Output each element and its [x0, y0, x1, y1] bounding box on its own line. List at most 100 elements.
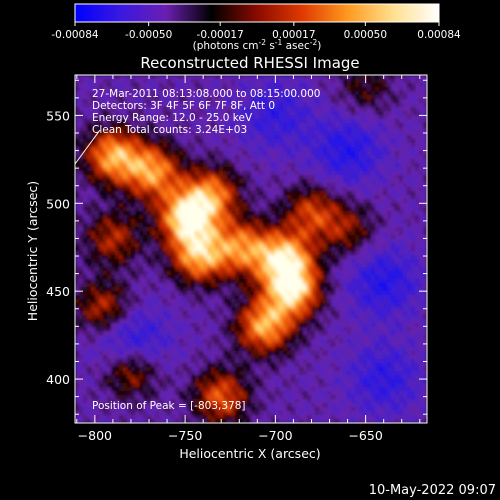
heatmap-cell	[231, 255, 236, 260]
heatmap-cell	[235, 271, 240, 276]
heatmap-cell	[355, 283, 360, 288]
heatmap-cell	[395, 163, 400, 168]
heatmap-cell	[199, 103, 204, 108]
heatmap-cell	[395, 223, 400, 228]
heatmap-cell	[303, 291, 308, 296]
heatmap-cell	[171, 167, 176, 172]
heatmap-cell	[135, 167, 140, 172]
heatmap-cell	[87, 259, 92, 264]
heatmap-cell	[275, 123, 280, 128]
heatmap-cell	[395, 215, 400, 220]
heatmap-cell	[295, 187, 300, 192]
heatmap-cell	[339, 211, 344, 216]
heatmap-cell	[203, 75, 208, 80]
heatmap-cell	[87, 203, 92, 208]
heatmap-cell	[415, 231, 420, 236]
heatmap-cell	[323, 107, 328, 112]
heatmap-cell	[415, 279, 420, 284]
heatmap-cell	[99, 103, 104, 108]
heatmap-cell	[347, 123, 352, 128]
heatmap-cell	[407, 207, 412, 212]
heatmap-cell	[279, 103, 284, 108]
heatmap-cell	[123, 299, 128, 304]
heatmap-cell	[315, 127, 320, 132]
heatmap-cell	[227, 199, 232, 204]
heatmap-cell	[243, 95, 248, 100]
heatmap-cell	[131, 103, 136, 108]
heatmap-cell	[419, 203, 424, 208]
heatmap-cell	[139, 287, 144, 292]
heatmap-cell	[255, 219, 260, 224]
heatmap-cell	[111, 103, 116, 108]
heatmap-cell	[131, 271, 136, 276]
heatmap-cell	[343, 295, 348, 300]
heatmap-cell	[203, 103, 208, 108]
heatmap-cell	[375, 115, 380, 120]
heatmap-cell	[419, 75, 424, 80]
heatmap-cell	[231, 251, 236, 256]
heatmap-cell	[295, 243, 300, 248]
heatmap-cell	[347, 239, 352, 244]
heatmap-cell	[87, 187, 92, 192]
heatmap-cell	[191, 123, 196, 128]
heatmap-cell	[131, 251, 136, 256]
heatmap-cell	[83, 263, 88, 268]
heatmap-cell	[291, 159, 296, 164]
heatmap-cell	[151, 151, 156, 156]
heatmap-cell	[135, 183, 140, 188]
heatmap-cell	[95, 255, 100, 260]
heatmap-cell	[267, 255, 272, 260]
heatmap-cell	[415, 243, 420, 248]
heatmap-cell	[315, 131, 320, 136]
heatmap-cell	[303, 87, 308, 92]
heatmap-cell	[335, 175, 340, 180]
heatmap-cell	[111, 223, 116, 228]
heatmap-cell	[335, 243, 340, 248]
heatmap-cell	[243, 75, 248, 80]
heatmap-cell	[419, 111, 424, 116]
heatmap-cell	[119, 95, 124, 100]
heatmap-cell	[219, 111, 224, 116]
heatmap-cell	[135, 287, 140, 292]
heatmap-cell	[111, 227, 116, 232]
heatmap-cell	[331, 259, 336, 264]
heatmap-cell	[327, 127, 332, 132]
heatmap-cell	[371, 99, 376, 104]
heatmap-cell	[203, 299, 208, 304]
heatmap-cell	[367, 223, 372, 228]
heatmap-cell	[199, 259, 204, 264]
heatmap-cell	[179, 91, 184, 96]
heatmap-cell	[227, 163, 232, 168]
heatmap-cell	[391, 243, 396, 248]
heatmap-cell	[387, 183, 392, 188]
heatmap-cell	[103, 255, 108, 260]
heatmap-cell	[315, 107, 320, 112]
heatmap-cell	[75, 119, 80, 124]
heatmap-cell	[147, 147, 152, 152]
heatmap-cell	[327, 271, 332, 276]
heatmap-cell	[367, 175, 372, 180]
heatmap-cell	[363, 143, 368, 148]
heatmap-cell	[279, 255, 284, 260]
heatmap-cell	[187, 179, 192, 184]
heatmap-cell	[211, 219, 216, 224]
heatmap-cell	[383, 159, 388, 164]
heatmap-cell	[159, 195, 164, 200]
heatmap-cell	[275, 231, 280, 236]
heatmap-cell	[175, 179, 180, 184]
heatmap-cell	[311, 151, 316, 156]
heatmap-cell	[423, 203, 427, 208]
heatmap-cell	[251, 243, 256, 248]
heatmap-cell	[207, 295, 212, 300]
heatmap-cell	[195, 235, 200, 240]
heatmap-cell	[403, 291, 408, 296]
heatmap-cell	[191, 179, 196, 184]
heatmap-cell	[227, 123, 232, 128]
heatmap-cell	[335, 247, 340, 252]
heatmap-cell	[371, 135, 376, 140]
heatmap-cell	[371, 291, 376, 296]
colorbar-tick-label: 0.00084	[417, 29, 461, 41]
heatmap-cell	[255, 223, 260, 228]
heatmap-cell	[191, 291, 196, 296]
heatmap-cell	[227, 223, 232, 228]
